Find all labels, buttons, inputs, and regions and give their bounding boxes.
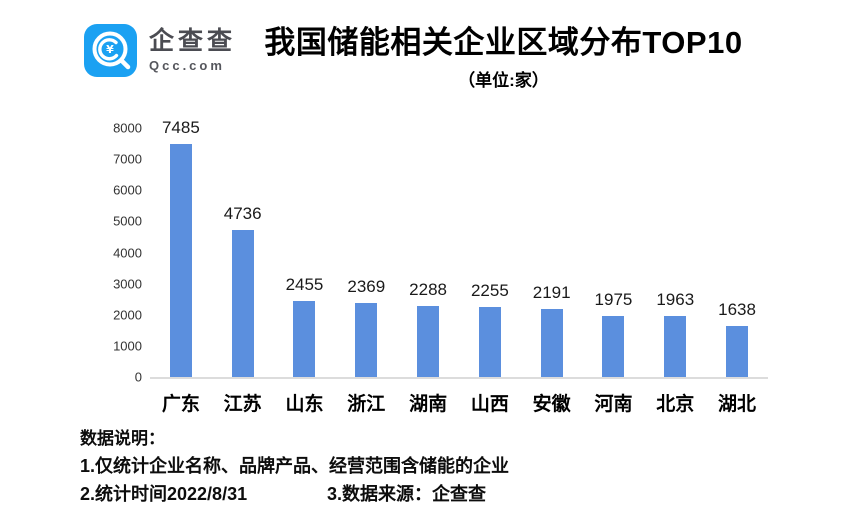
- x-tick-label: 山东: [285, 394, 324, 415]
- bar-value-label: 4736: [223, 203, 262, 223]
- logo-company-name: 企查查: [149, 27, 237, 55]
- bar: [417, 305, 440, 377]
- x-tick-label: 浙江: [347, 394, 386, 415]
- x-tick-label: 湖北: [718, 394, 757, 415]
- y-axis-tick-label: 0: [134, 369, 142, 385]
- footnote-heading: 数据说明：: [80, 429, 165, 448]
- bar-value-label: 2191: [532, 282, 571, 302]
- bar: [664, 315, 687, 377]
- x-tick-label: 河南: [594, 394, 633, 415]
- y-axis-tick-label: 4000: [113, 245, 142, 260]
- bar-group: 1638 湖北: [706, 128, 768, 415]
- x-tick-label: 广东: [161, 394, 200, 415]
- bar-value-label: 2369: [347, 277, 386, 297]
- bar: [540, 308, 563, 377]
- bar-value-label: 2288: [409, 279, 447, 299]
- bar-value-label: 1963: [656, 289, 695, 309]
- bar: [602, 315, 625, 377]
- bar-group: 2255 山西: [459, 128, 521, 415]
- y-axis: 0 1000 2000 3000 4000 5000 6000 7000 8000: [0, 122, 142, 384]
- qcc-logo-icon: ¥: [84, 24, 137, 77]
- svg-text:¥: ¥: [106, 43, 114, 56]
- footnote-date: 2.统计时间2022/8/31: [80, 484, 248, 504]
- bar-value-label: 1975: [594, 289, 633, 309]
- bar-group: 4736 江苏: [212, 128, 274, 415]
- x-tick-label: 北京: [656, 394, 695, 415]
- qcc-logo-text: 企查查 Qcc.com: [149, 27, 237, 74]
- footnote-source: 3.数据来源：企查查: [327, 484, 487, 504]
- x-tick-label: 山西: [470, 394, 509, 415]
- x-tick-label: 江苏: [223, 394, 262, 415]
- y-axis-tick-label: 1000: [113, 338, 142, 354]
- bar-group: 2455 山东: [274, 128, 336, 415]
- chart-title: 我国储能相关企业区域分布TOP10: [264, 25, 743, 60]
- y-axis-tick-label: 2000: [113, 307, 142, 323]
- bar: [355, 303, 378, 377]
- footnote-row: 2.统计时间2022/8/31 3.数据来源：企查查: [80, 483, 720, 505]
- data-notes: 数据说明： 1.仅统计企业名称、品牌产品、经营范围含储能的企业 2.统计时间20…: [80, 428, 720, 505]
- bar: [231, 229, 254, 377]
- x-tick-label: 安徽: [532, 394, 571, 415]
- bar-group: 2191 安徽: [521, 128, 583, 415]
- y-axis-tick-label: 7000: [113, 151, 142, 167]
- chart-header: 我国储能相关企业区域分布TOP10 （单位:家）: [150, 26, 857, 91]
- logo-domain: Qcc.com: [149, 58, 225, 73]
- bar-value-label: 1638: [718, 300, 756, 320]
- chart-subtitle: （单位:家）: [458, 71, 549, 90]
- footnote-scope: 1.仅统计企业名称、品牌产品、经营范围含储能的企业: [80, 456, 510, 476]
- bar-group: 1963 北京: [644, 128, 706, 415]
- y-axis-tick-label: 3000: [113, 276, 142, 292]
- bar-value-label: 7485: [161, 118, 200, 138]
- y-axis-tick-label: 5000: [113, 213, 142, 229]
- bar-group: 7485 广东: [150, 118, 212, 415]
- bar: [293, 300, 316, 377]
- bar-value-label: 2255: [470, 280, 509, 300]
- x-tick-label: 湖南: [409, 394, 448, 415]
- bar: [726, 326, 749, 377]
- qcc-logo: ¥ 企查查 Qcc.com: [84, 24, 236, 77]
- bar-group: 2369 浙江: [335, 128, 397, 415]
- y-axis-tick-label: 6000: [113, 182, 142, 198]
- bar-group: 2288 湖南: [397, 128, 459, 415]
- bar-value-label: 2455: [285, 274, 324, 294]
- bar: [478, 306, 501, 377]
- plot-area: 7485 广东 4736 江苏 2455 山东 2369 浙江 2288 湖南 2255 山西 2191…: [150, 118, 768, 415]
- bar-group: 1975 河南: [583, 128, 645, 415]
- y-axis-tick-label: 8000: [113, 120, 142, 136]
- bar: [169, 144, 192, 377]
